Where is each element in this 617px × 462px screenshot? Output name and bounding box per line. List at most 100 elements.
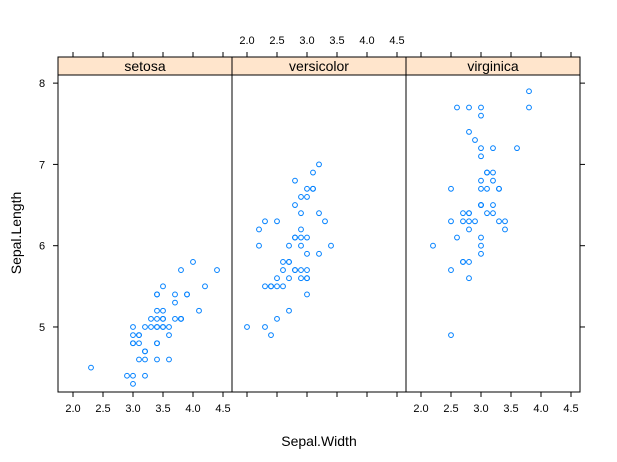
data-point	[154, 356, 160, 363]
x-tick-label-top: 3.5	[329, 35, 344, 47]
data-point	[478, 153, 484, 160]
data-point	[280, 259, 286, 265]
data-point	[256, 242, 262, 249]
x-tick-label-bottom: 4.5	[563, 403, 578, 415]
data-point	[286, 259, 292, 265]
data-point	[166, 332, 172, 339]
data-point	[154, 315, 160, 322]
data-point	[160, 324, 166, 330]
data-point	[160, 307, 166, 314]
x-tick-label-bottom: 3.0	[125, 403, 140, 415]
data-point	[448, 267, 454, 273]
x-tick-label-top: 2.5	[269, 35, 284, 47]
data-point	[496, 218, 502, 225]
data-point	[448, 185, 454, 192]
panel-frame-virginica	[405, 74, 581, 393]
data-point	[514, 145, 520, 152]
data-point	[478, 202, 484, 208]
data-point	[136, 356, 142, 363]
data-point	[322, 218, 328, 225]
data-point	[214, 267, 220, 273]
data-point	[490, 210, 496, 217]
data-point	[304, 291, 310, 298]
x-tick-label-bottom: 3.0	[473, 403, 488, 415]
data-point	[274, 283, 280, 290]
data-point	[142, 356, 148, 363]
panel-setosa: setosa	[57, 56, 233, 393]
data-point	[130, 324, 136, 330]
data-point	[298, 275, 304, 282]
data-point	[316, 161, 322, 168]
data-point	[472, 218, 478, 225]
x-tick-label-bottom: 2.5	[443, 403, 458, 415]
data-point	[304, 194, 310, 200]
data-point	[466, 259, 472, 265]
data-point	[526, 104, 532, 111]
data-point	[448, 332, 454, 339]
data-point	[460, 218, 466, 225]
x-tick-label-bottom: 2.5	[95, 403, 110, 415]
y-tick-label: 5	[39, 322, 45, 334]
x-tick-label-bottom: 2.0	[413, 403, 428, 415]
data-point	[166, 324, 172, 330]
data-point	[178, 267, 184, 273]
data-point	[478, 177, 484, 184]
data-point	[484, 185, 490, 192]
data-point	[478, 104, 484, 111]
data-point	[304, 185, 310, 192]
x-tick-label-bottom: 2.0	[65, 403, 80, 415]
data-point	[166, 356, 172, 363]
data-point	[130, 340, 136, 347]
x-tick-label-bottom: 4.5	[215, 403, 230, 415]
data-point	[274, 315, 280, 322]
data-point	[154, 324, 160, 330]
data-point	[304, 234, 310, 241]
data-point	[136, 332, 142, 339]
data-point	[172, 315, 178, 322]
data-point	[88, 364, 94, 371]
data-point	[298, 226, 304, 233]
data-point	[430, 242, 436, 249]
panel-virginica: virginica	[405, 56, 581, 393]
data-point	[478, 250, 484, 257]
data-point	[142, 324, 148, 330]
data-point	[142, 348, 148, 355]
data-point	[172, 299, 178, 306]
data-point	[490, 169, 496, 176]
data-point	[298, 242, 304, 249]
data-point	[292, 267, 298, 273]
data-point	[298, 234, 304, 241]
data-point	[148, 324, 154, 330]
data-point	[262, 283, 268, 290]
data-point	[460, 210, 466, 217]
data-point	[316, 250, 322, 257]
data-point	[268, 283, 274, 290]
x-tick-label-bottom: 4.0	[533, 403, 548, 415]
data-point	[286, 275, 292, 282]
data-point	[292, 234, 298, 241]
data-point	[478, 145, 484, 152]
data-point	[502, 226, 508, 233]
data-point	[316, 210, 322, 217]
data-point	[196, 307, 202, 314]
data-point	[454, 104, 460, 111]
data-point	[526, 88, 532, 95]
data-point	[274, 218, 280, 225]
x-tick-label-top: 3.0	[299, 35, 314, 47]
data-point	[244, 324, 250, 330]
x-tick-label-bottom: 4.0	[185, 403, 200, 415]
data-point	[130, 372, 136, 379]
data-point	[496, 185, 502, 192]
data-point	[142, 372, 148, 379]
data-point	[262, 324, 268, 330]
data-point	[490, 177, 496, 184]
panel-frame-versicolor	[231, 74, 407, 393]
data-point	[466, 210, 472, 217]
data-point	[154, 291, 160, 298]
data-point	[478, 185, 484, 192]
data-point	[304, 250, 310, 257]
data-point	[466, 226, 472, 233]
data-point	[310, 169, 316, 176]
x-tick-label-top: 2.0	[239, 35, 254, 47]
data-point	[478, 112, 484, 119]
